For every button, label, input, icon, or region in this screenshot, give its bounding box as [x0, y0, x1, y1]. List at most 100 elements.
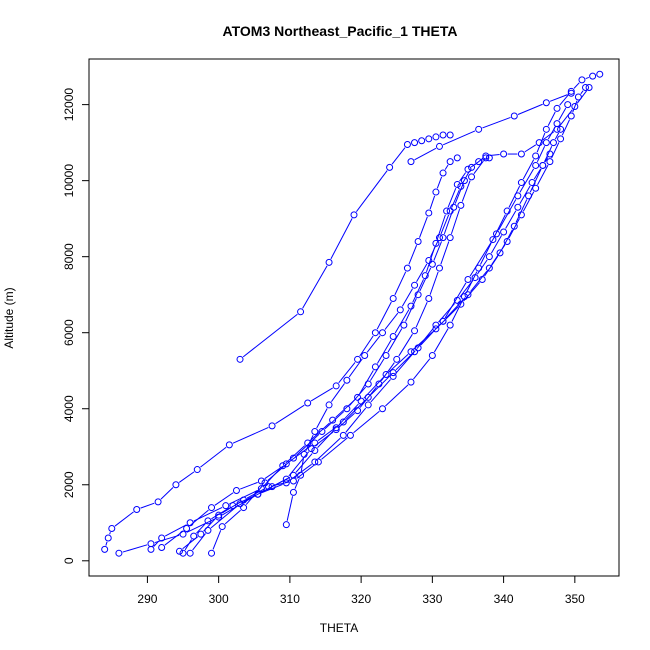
- series-segment: [317, 437, 341, 460]
- series-segment: [401, 288, 413, 307]
- data-point: [439, 131, 447, 139]
- data-point: [115, 549, 123, 557]
- data-point: [582, 84, 590, 92]
- data-point: [361, 352, 369, 360]
- profile-series: [208, 177, 468, 557]
- profile-series: [236, 131, 454, 363]
- series-segment: [547, 111, 556, 126]
- series-segment: [200, 446, 227, 468]
- data-point: [485, 154, 493, 162]
- data-point: [439, 234, 447, 242]
- data-point: [510, 222, 518, 230]
- data-point: [482, 152, 490, 160]
- data-point: [265, 483, 273, 491]
- series-segment: [310, 422, 331, 441]
- data-point: [535, 139, 543, 147]
- series-segment: [240, 481, 258, 490]
- data-point: [532, 161, 540, 169]
- series-segment: [345, 399, 366, 420]
- data-point: [297, 471, 305, 479]
- y-tick-label: 4000: [62, 395, 76, 422]
- data-point: [589, 72, 597, 80]
- series-segment: [140, 502, 155, 509]
- series-segment: [285, 445, 306, 464]
- series-segment: [294, 478, 300, 489]
- series-segment: [544, 146, 553, 163]
- series-segment: [433, 328, 449, 353]
- data-point: [549, 139, 557, 147]
- data-point: [485, 264, 493, 272]
- data-point: [208, 504, 216, 512]
- series-segment: [414, 147, 437, 161]
- data-point: [425, 256, 433, 264]
- series-segment: [109, 532, 111, 535]
- data-point: [457, 300, 465, 308]
- data-point: [418, 137, 426, 145]
- data-point: [329, 416, 337, 424]
- data-point: [364, 393, 372, 401]
- data-point: [279, 462, 287, 470]
- data-point: [364, 401, 372, 409]
- series-segment: [476, 259, 488, 275]
- series-segment: [436, 214, 446, 240]
- series-segment: [295, 453, 313, 473]
- series-segment: [519, 168, 535, 193]
- data-point: [542, 99, 550, 107]
- data-point: [567, 112, 575, 120]
- data-point: [439, 169, 447, 177]
- y-axis-label: Altitude (m): [2, 287, 16, 348]
- series-segment: [243, 488, 269, 503]
- data-point: [425, 135, 433, 143]
- series-segment: [338, 403, 359, 426]
- series-segment: [447, 187, 457, 208]
- data-point: [425, 294, 433, 302]
- series-segment: [415, 301, 428, 328]
- series-segment: [505, 210, 517, 229]
- data-point: [304, 399, 312, 407]
- data-point: [460, 293, 468, 301]
- series-segment: [359, 370, 374, 395]
- data-point: [229, 502, 237, 510]
- data-point: [225, 441, 233, 449]
- data-point: [425, 209, 433, 217]
- data-point: [382, 371, 390, 379]
- data-point: [325, 258, 333, 266]
- data-point: [346, 431, 354, 439]
- data-point: [446, 158, 454, 166]
- data-point: [571, 103, 579, 111]
- chart-title: ATOM3 Northeast_Pacific_1 THETA: [223, 23, 458, 39]
- data-point: [289, 477, 297, 485]
- data-point: [282, 521, 290, 529]
- data-point: [282, 475, 290, 483]
- data-point: [464, 291, 472, 299]
- series-segment: [451, 189, 460, 208]
- series-segment: [585, 76, 590, 80]
- data-point: [175, 547, 183, 555]
- data-point: [197, 530, 205, 538]
- data-point: [232, 486, 240, 494]
- series-segment: [524, 144, 537, 153]
- series-segment: [376, 301, 392, 330]
- series-segment: [366, 335, 381, 353]
- series-segment: [522, 191, 535, 212]
- series-segment: [474, 158, 483, 166]
- series-segment: [558, 107, 567, 121]
- series-segment: [490, 235, 503, 254]
- data-point: [179, 549, 187, 557]
- data-point: [567, 89, 575, 97]
- data-point: [104, 534, 112, 542]
- data-point: [567, 87, 575, 95]
- series-segment: [385, 384, 409, 407]
- data-point: [386, 163, 394, 171]
- series-segment: [419, 267, 432, 292]
- data-point: [432, 188, 440, 196]
- data-point: [564, 101, 572, 109]
- series-segment: [515, 199, 528, 223]
- series-segment: [470, 270, 488, 292]
- series-segment: [436, 176, 443, 189]
- data-point: [432, 133, 440, 141]
- data-point: [222, 502, 230, 510]
- series-segment: [408, 244, 418, 265]
- data-point: [453, 180, 461, 188]
